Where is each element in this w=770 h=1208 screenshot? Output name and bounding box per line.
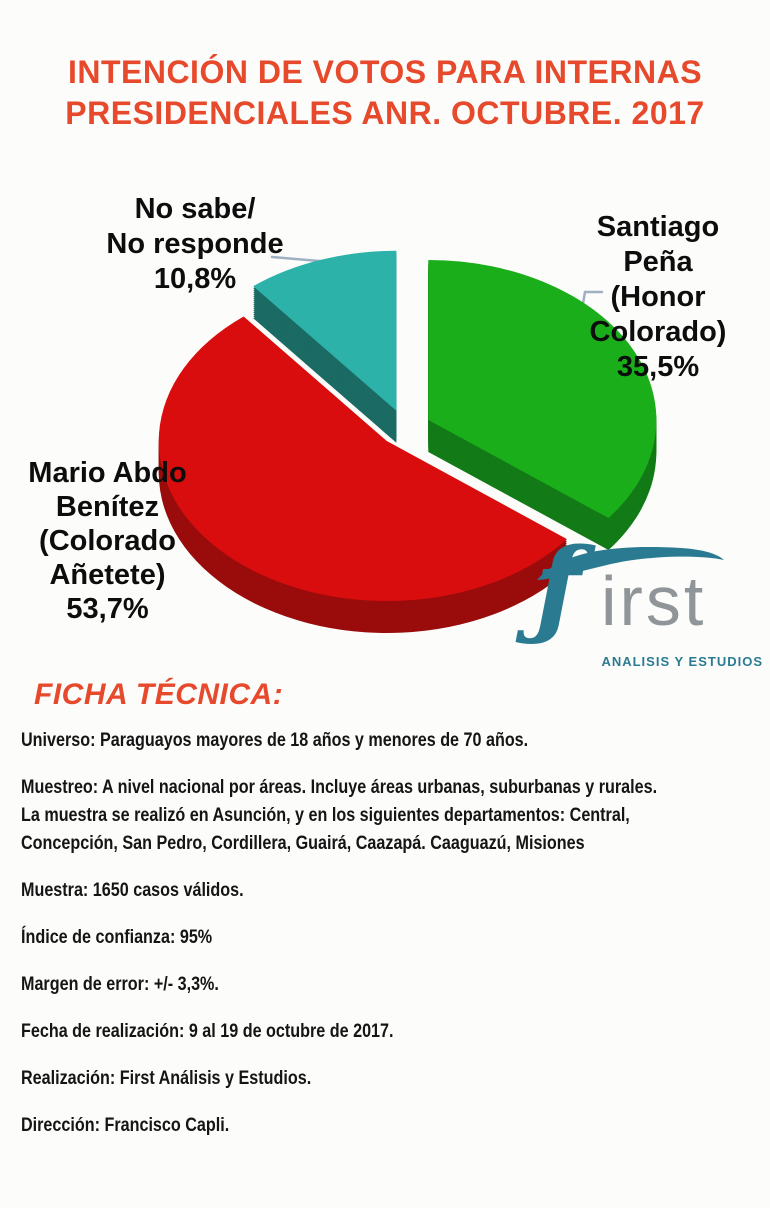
pie-slice-top <box>428 259 657 519</box>
pie-slice-top <box>158 316 567 602</box>
label-santiago-line1: Santiago <box>596 211 720 243</box>
logo-swoosh-icon <box>537 547 724 580</box>
logo-tagline: ANALISIS Y ESTUDIOS <box>601 654 763 669</box>
ficha-muestra: Muestra: 1650 casos válidos. <box>21 880 244 901</box>
page-title: INTENCIÓN DE VOTOS PARA INTERNAS PRESIDE… <box>0 52 770 134</box>
logo-wordmark: irst <box>601 562 707 640</box>
ficha-realizacion: Realización: First Análisis y Estudios. <box>21 1068 312 1089</box>
ficha-muestreo: Muestreo: A nivel nacional por áreas. In… <box>21 777 658 854</box>
label-santiago-value: 35,5% <box>616 351 700 383</box>
logo-f-glyph: ƒ <box>535 524 581 649</box>
label-no-sabe-line1: No sabe/ <box>134 193 256 225</box>
label-mario-value: 53,7% <box>66 593 149 625</box>
label-no-sabe: No sabe/ No responde 10,8% <box>70 192 320 297</box>
pie-slice-top <box>253 250 397 411</box>
ficha-fecha-realizacion: Fecha de realización: 9 al 19 de octubre… <box>21 1021 394 1042</box>
title-line-2: PRESIDENCIALES ANR. OCTUBRE. 2017 <box>65 95 705 131</box>
ficha-margen-error: Margen de error: +/- 3,3%. <box>21 974 219 995</box>
label-no-sabe-value: 10,8% <box>153 263 237 295</box>
ficha-tecnica-body: Universo: Paraguayos mayores de 18 años … <box>21 727 769 1159</box>
title-line-1: INTENCIÓN DE VOTOS PARA INTERNAS <box>67 54 703 90</box>
ficha-universo: Universo: Paraguayos mayores de 18 años … <box>21 730 529 751</box>
ficha-tecnica-heading: FICHA TÉCNICA: <box>34 678 284 711</box>
label-santiago-line4: Colorado) <box>589 316 727 348</box>
label-mario-line2: Benítez <box>55 491 160 523</box>
label-mario-line3: (Colorado <box>39 525 176 557</box>
label-mario-line1: Mario Abdo <box>28 457 187 489</box>
ficha-indice-confianza: Índice de confianza: 95% <box>21 927 213 948</box>
ficha-direccion: Dirección: Francisco Capli. <box>21 1115 230 1136</box>
label-santiago-line3: (Honor <box>610 281 706 313</box>
label-santiago-pena: Santiago Peña (Honor Colorado) 35,5% <box>553 210 763 385</box>
label-santiago-line2: Peña <box>623 246 693 278</box>
pie-chart <box>158 250 657 634</box>
label-mario-line4: Añetete) <box>49 559 166 591</box>
label-no-sabe-line2: No responde <box>106 228 284 260</box>
label-mario-abdo: Mario Abdo Benítez (Colorado Añetete) 53… <box>5 456 210 626</box>
first-logo: ƒ irst ANALISIS Y ESTUDIOS <box>535 534 767 674</box>
